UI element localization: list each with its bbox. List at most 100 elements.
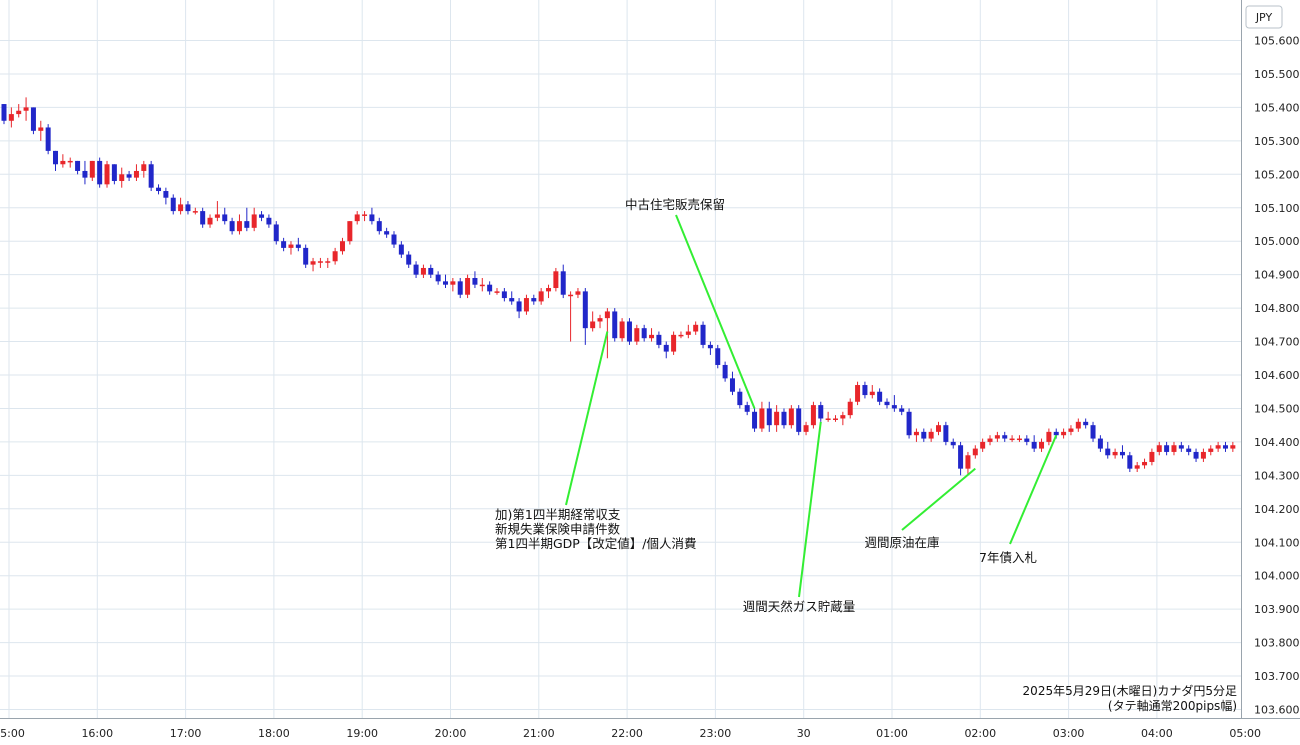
candle-body bbox=[788, 408, 794, 426]
candle bbox=[678, 331, 684, 339]
candle-body bbox=[671, 334, 677, 352]
candle-body bbox=[634, 328, 640, 342]
candle bbox=[67, 157, 73, 168]
candle bbox=[200, 207, 206, 228]
candle-body bbox=[23, 107, 29, 111]
candle-body bbox=[148, 164, 154, 188]
x-tick-label: 02:00 bbox=[964, 727, 996, 740]
candle-body bbox=[435, 274, 441, 282]
candle-body bbox=[406, 254, 412, 265]
candle bbox=[141, 160, 147, 178]
candle bbox=[1031, 435, 1037, 452]
candle bbox=[862, 381, 868, 399]
candle bbox=[913, 428, 919, 442]
candle bbox=[884, 398, 890, 409]
candle-body bbox=[420, 267, 426, 275]
candle-body bbox=[443, 281, 448, 285]
candle bbox=[494, 288, 500, 295]
candle bbox=[950, 438, 956, 449]
candle-body bbox=[354, 214, 360, 222]
candle-body bbox=[936, 425, 942, 432]
candle bbox=[1222, 441, 1228, 452]
candle-body bbox=[126, 174, 132, 178]
x-tick-label: 01:00 bbox=[876, 727, 908, 740]
candle-body bbox=[994, 435, 1000, 439]
candle-body bbox=[325, 261, 331, 263]
candle-body bbox=[259, 214, 265, 218]
candle bbox=[759, 401, 765, 432]
grid-lines bbox=[0, 0, 1241, 718]
candle-body bbox=[950, 441, 956, 446]
candle-body bbox=[119, 174, 125, 181]
candle-body bbox=[582, 291, 588, 329]
candle bbox=[126, 170, 132, 181]
candle bbox=[273, 221, 279, 245]
candle bbox=[428, 264, 434, 278]
candle bbox=[398, 241, 404, 258]
candle-body bbox=[97, 160, 103, 185]
annotation-label: 加)第1四半期経常収支 bbox=[495, 507, 621, 522]
candle-body bbox=[546, 288, 552, 292]
x-tick-label: 04:00 bbox=[1141, 727, 1173, 740]
y-tick-label: 104.400 bbox=[1254, 436, 1300, 449]
candle bbox=[362, 211, 368, 222]
candle bbox=[1171, 441, 1177, 456]
candle bbox=[531, 294, 537, 305]
candle-body bbox=[972, 448, 978, 456]
annotation-leader-line bbox=[565, 331, 609, 506]
candle-body bbox=[60, 160, 66, 165]
candle bbox=[965, 451, 971, 476]
candle-body bbox=[1215, 445, 1221, 449]
candle bbox=[671, 331, 677, 355]
candle-body bbox=[8, 114, 14, 121]
candle bbox=[546, 284, 552, 299]
candle-body bbox=[1112, 451, 1118, 456]
candle bbox=[891, 395, 897, 412]
event-annotation: 週間天然ガス貯蔵量 bbox=[743, 421, 855, 614]
candle bbox=[222, 207, 228, 225]
candle bbox=[980, 438, 986, 452]
candle bbox=[744, 401, 750, 416]
y-tick-label: 105.500 bbox=[1254, 68, 1300, 81]
x-tick-label: 15:00 bbox=[0, 727, 25, 740]
candle bbox=[104, 160, 110, 188]
candle bbox=[163, 187, 169, 205]
candle bbox=[921, 428, 927, 442]
candle bbox=[869, 385, 875, 399]
candle bbox=[465, 274, 471, 299]
candle bbox=[23, 97, 29, 121]
candle bbox=[936, 421, 942, 436]
candle-body bbox=[1061, 431, 1067, 436]
candle bbox=[53, 150, 59, 171]
candle-body bbox=[450, 281, 456, 285]
candle bbox=[840, 411, 846, 426]
y-tick-label: 103.900 bbox=[1254, 603, 1300, 616]
candle-body bbox=[1156, 445, 1162, 452]
candle-body bbox=[759, 408, 765, 429]
annotation-label: 新規失業保険申請件数 bbox=[495, 522, 621, 537]
candle-body bbox=[67, 160, 73, 163]
candle-body bbox=[1105, 448, 1111, 456]
y-axis: 105.600 105.500 105.400 105.300 105.200 105.1… bbox=[1254, 35, 1300, 717]
candle-body bbox=[16, 110, 22, 115]
candle-body bbox=[803, 425, 809, 432]
candle-body bbox=[472, 277, 478, 285]
candle-body bbox=[288, 244, 294, 248]
candle-body bbox=[1053, 431, 1059, 436]
candle bbox=[501, 288, 507, 302]
y-tick-label: 104.800 bbox=[1254, 302, 1300, 315]
candle bbox=[317, 257, 323, 268]
candle-body bbox=[685, 331, 691, 335]
candle bbox=[244, 207, 250, 232]
candle bbox=[178, 197, 184, 215]
candle-body bbox=[45, 127, 51, 151]
x-tick-label: 20:00 bbox=[435, 727, 467, 740]
candle-body bbox=[1200, 451, 1206, 459]
candle bbox=[987, 435, 993, 446]
candle-body bbox=[641, 328, 647, 339]
candle bbox=[516, 298, 522, 319]
candle bbox=[1, 104, 7, 125]
candle-body bbox=[501, 291, 507, 299]
candle bbox=[1164, 441, 1170, 456]
